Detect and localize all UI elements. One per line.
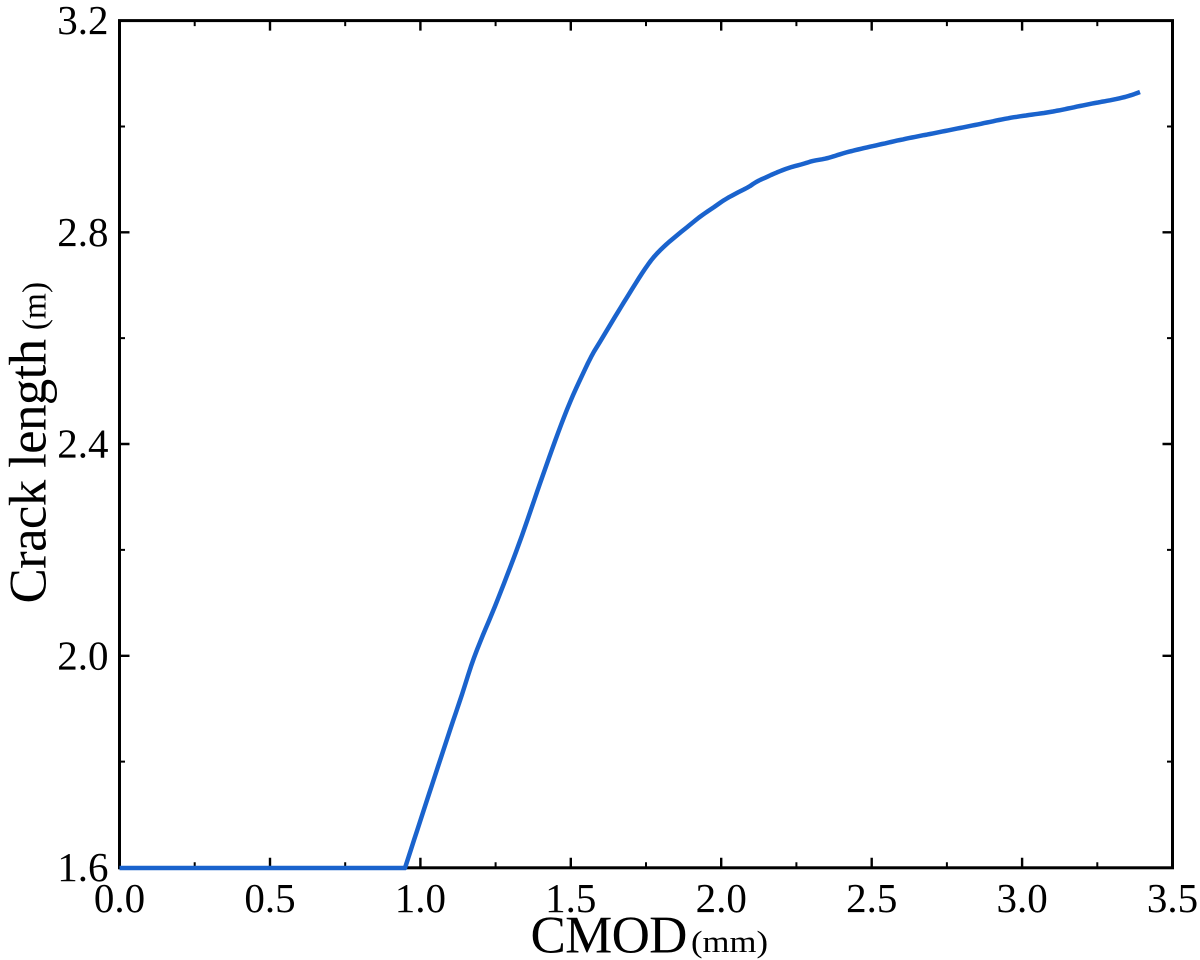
svg-text:0.0: 0.0	[94, 875, 145, 921]
svg-text:0.5: 0.5	[244, 875, 295, 921]
svg-text:3.0: 3.0	[996, 875, 1047, 921]
svg-text:2.8: 2.8	[57, 209, 108, 255]
svg-text:2.0: 2.0	[696, 875, 747, 921]
svg-text:1.5: 1.5	[545, 875, 596, 921]
svg-text:2.5: 2.5	[846, 875, 897, 921]
svg-text:2.0: 2.0	[57, 632, 108, 678]
svg-text:3.2: 3.2	[57, 0, 108, 43]
svg-text:(mm): (mm)	[691, 924, 768, 959]
svg-text:1.6: 1.6	[57, 844, 108, 890]
svg-text:Crack length (m): Crack length (m)	[0, 282, 58, 604]
svg-text:CMOD: CMOD	[531, 907, 687, 960]
svg-text:2.4: 2.4	[57, 421, 108, 467]
svg-text:1.0: 1.0	[395, 875, 446, 921]
svg-text:3.5: 3.5	[1147, 875, 1198, 921]
